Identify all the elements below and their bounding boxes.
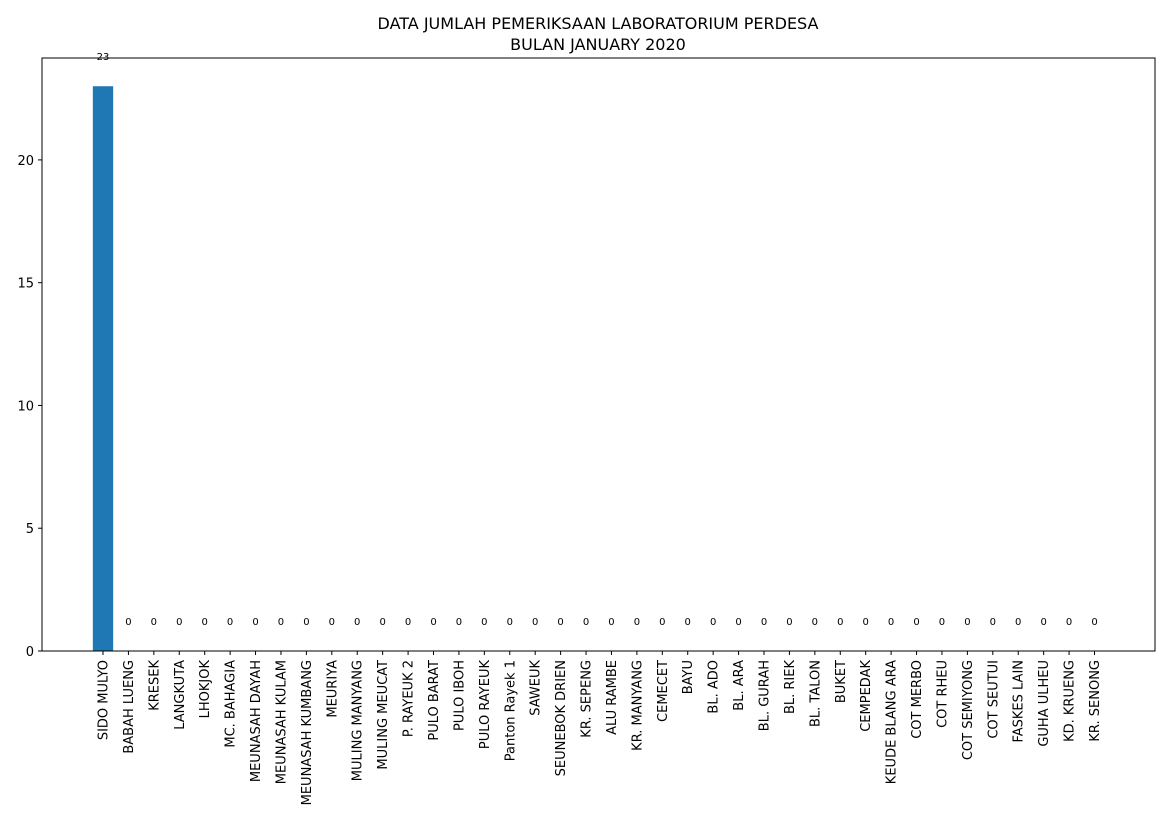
x-tick-label: CEMPEDAK <box>859 660 874 732</box>
x-tick-label: PULO BARAT <box>427 660 442 741</box>
x-tick-label: BL. TALON <box>808 660 823 727</box>
data-label: 0 <box>481 617 487 628</box>
x-tick-label: KRESEK <box>147 660 162 711</box>
x-tick-label: BL. GURAH <box>758 660 773 731</box>
data-label: 0 <box>735 617 741 628</box>
x-tick-label: FASKES LAIN <box>1012 660 1027 743</box>
data-label: 0 <box>176 617 182 628</box>
data-label: 0 <box>303 617 309 628</box>
x-tick-label: COT SEMIYONG <box>961 660 976 760</box>
x-tick-label: PULO RAYEUK <box>478 660 493 750</box>
x-tick-label: MULING MANYANG <box>351 660 366 781</box>
data-label: 0 <box>659 617 665 628</box>
x-tick-label: COT MERBO <box>910 660 925 739</box>
y-tick-label: 15 <box>17 277 34 292</box>
x-tick-label: BABAH LUENG <box>122 660 137 754</box>
data-label: 0 <box>151 617 157 628</box>
x-tick-label: COT SEUTUI <box>986 660 1001 739</box>
x-tick-label: SAWEUK <box>529 660 544 716</box>
x-tick-label: LANGKUTA <box>173 660 188 730</box>
data-label: 0 <box>939 617 945 628</box>
x-tick-label: KD. KRUENG <box>1063 660 1078 742</box>
x-tick-label: CEMECET <box>656 660 671 722</box>
x-tick-label: MEUNASAH KUMBANG <box>300 660 315 805</box>
data-label: 0 <box>354 617 360 628</box>
x-tick-label: KR. SEPENG <box>580 660 595 738</box>
data-label: 0 <box>634 617 640 628</box>
data-label: 0 <box>837 617 843 628</box>
data-label: 0 <box>685 617 691 628</box>
bar <box>92 86 114 651</box>
x-tick-label: SIDO MULYO <box>97 660 112 740</box>
x-tick-label: MULING MEUCAT <box>376 660 391 770</box>
data-label: 0 <box>710 617 716 628</box>
data-label: 0 <box>329 617 335 628</box>
x-tick-label: ALU RAMBE <box>605 660 620 735</box>
data-label: 0 <box>863 617 869 628</box>
x-tick-label: LHOKJOK <box>198 660 213 719</box>
data-label: 0 <box>379 617 385 628</box>
data-label: 0 <box>202 617 208 628</box>
x-tick-label: Panton Rayek 1 <box>503 660 518 761</box>
x-tick-label: BL. RIEK <box>783 660 798 715</box>
chart-title: DATA JUMLAH PEMERIKSAAN LABORATORIUM PER… <box>378 14 819 33</box>
x-tick-label: KR. SENONG <box>1088 660 1103 742</box>
data-label: 0 <box>430 617 436 628</box>
x-tick-label: BL. ADO <box>707 660 722 714</box>
data-label: 0 <box>507 617 513 628</box>
data-label: 0 <box>1091 617 1097 628</box>
x-tick-label: MEURIYA <box>325 660 340 718</box>
data-label: 0 <box>583 617 589 628</box>
y-tick-label: 20 <box>17 154 34 169</box>
x-tick-label: MEUNASAH DAYAH <box>249 660 264 782</box>
data-label: 0 <box>888 617 894 628</box>
data-label: 0 <box>405 617 411 628</box>
y-tick-label: 10 <box>17 399 34 414</box>
plot-frame <box>41 57 1156 652</box>
data-label: 0 <box>1066 617 1072 628</box>
x-tick-label: SEUNEBOK DRIEN <box>554 660 569 776</box>
data-label: 0 <box>278 617 284 628</box>
x-tick-label: PULO IBOH <box>452 660 467 731</box>
y-tick-label: 5 <box>26 522 34 537</box>
data-label: 0 <box>964 617 970 628</box>
data-label: 0 <box>608 617 614 628</box>
data-label: 0 <box>990 617 996 628</box>
x-tick-label: MC. BAHAGIA <box>224 660 239 748</box>
x-axis: SIDO MULYO BABAH LUENG KRESEK LANGKUTA LHOKJ… <box>97 651 1103 805</box>
x-tick-label: BAYU <box>681 660 696 694</box>
y-axis: 0 5 10 15 20 <box>17 154 42 660</box>
data-label: 0 <box>227 617 233 628</box>
data-label: 0 <box>913 617 919 628</box>
data-label: 0 <box>786 617 792 628</box>
value-labels: 230 0 0 0 0 0 0 0 0 0 0 0 0 0 0 0 0 0 0 0 0 0 0 0 0 0 0 0 0 0 0 0 0 0 0 0 0 0… <box>97 52 1098 628</box>
data-label: 0 <box>1015 617 1021 628</box>
x-tick-label: MEUNASAH KULAM <box>274 660 289 784</box>
data-label: 0 <box>532 617 538 628</box>
x-tick-label: KR. MANYANG <box>630 660 645 751</box>
x-tick-label: P. RAYEUK 2 <box>402 660 417 737</box>
x-tick-label: COT RHEU <box>935 660 950 728</box>
data-label: 0 <box>812 617 818 628</box>
chart-subtitle: BULAN JANUARY 2020 <box>510 35 686 54</box>
y-tick-label: 0 <box>26 645 34 660</box>
x-tick-label: BUKET <box>834 660 849 703</box>
bars <box>92 86 114 651</box>
x-tick-label: KEUDE BLANG ARA <box>885 660 900 784</box>
data-label: 0 <box>456 617 462 628</box>
data-label: 0 <box>125 617 131 628</box>
data-label: 0 <box>761 617 767 628</box>
data-label: 0 <box>557 617 563 628</box>
x-tick-label: BL. ARA <box>732 660 747 711</box>
data-label: 0 <box>252 617 258 628</box>
x-tick-label: GUHA ULHEU <box>1037 660 1052 747</box>
data-label: 0 <box>1040 617 1046 628</box>
